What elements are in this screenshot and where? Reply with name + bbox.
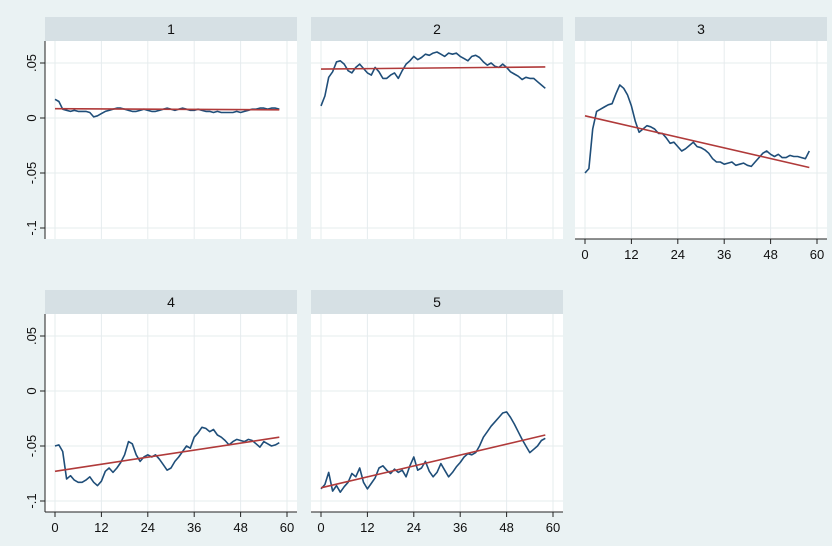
x-tick-label: 0 xyxy=(317,520,324,535)
x-tick-label: 12 xyxy=(360,520,374,535)
panel-title: 3 xyxy=(697,21,705,37)
plot-area xyxy=(311,314,563,512)
fitted-line xyxy=(320,434,546,489)
fitted-line xyxy=(54,107,280,111)
y-tick-label: .05 xyxy=(24,327,39,345)
panel-title-strip xyxy=(45,290,297,314)
x-tick-label: 60 xyxy=(280,520,294,535)
x-tick-label: 24 xyxy=(407,520,421,535)
panel-title: 5 xyxy=(433,294,441,310)
x-tick-label: 12 xyxy=(94,520,108,535)
x-tick-label: 36 xyxy=(717,247,731,262)
series-line xyxy=(54,98,280,118)
panel-2: 2 xyxy=(311,17,563,239)
panel-title: 1 xyxy=(167,21,175,37)
x-tick-label: 24 xyxy=(671,247,685,262)
x-tick-label: 60 xyxy=(810,247,824,262)
x-tick-label: 48 xyxy=(763,247,777,262)
fitted-line xyxy=(584,115,810,169)
panel-title: 2 xyxy=(433,21,441,37)
fitted-line xyxy=(54,436,280,473)
panel-title-strip xyxy=(45,17,297,41)
y-tick-label: 0 xyxy=(24,387,39,394)
y-tick-label: -.1 xyxy=(24,220,39,235)
x-tick-label: 0 xyxy=(581,247,588,262)
panel-title-strip xyxy=(311,17,563,41)
panel-3: 3 0 12 24 36 48 60 xyxy=(575,17,827,262)
series-line xyxy=(320,411,546,493)
panel-5: 5 0 12 24 36 48 60 xyxy=(311,290,563,535)
x-tick-label: 48 xyxy=(499,520,513,535)
y-tick-label: -.05 xyxy=(24,435,39,457)
x-tick-label: 48 xyxy=(233,520,247,535)
series-line xyxy=(584,84,811,174)
plot-area xyxy=(575,41,827,239)
panel-title: 4 xyxy=(167,294,175,310)
plot-area xyxy=(45,41,297,239)
x-tick-label: 12 xyxy=(624,247,638,262)
x-tick-label: 0 xyxy=(51,520,58,535)
panel-title-strip xyxy=(311,290,563,314)
x-tick-label: 60 xyxy=(546,520,560,535)
y-tick-label: .05 xyxy=(24,54,39,72)
x-tick-label: 36 xyxy=(453,520,467,535)
y-tick-label: -.05 xyxy=(24,162,39,184)
y-tick-label: -.1 xyxy=(24,493,39,508)
panel-title-strip xyxy=(575,17,827,41)
series-line xyxy=(320,51,546,107)
panel-4: 4 .05 0 -.05 -.1 0 12 24 36 48 60 xyxy=(24,290,297,535)
plot-area xyxy=(311,41,563,239)
fitted-line xyxy=(320,66,546,70)
y-tick-label: 0 xyxy=(24,114,39,121)
x-tick-label: 24 xyxy=(141,520,155,535)
panel-1: 1 .05 0 -.05 -.1 xyxy=(24,17,297,239)
x-tick-label: 36 xyxy=(187,520,201,535)
series-line xyxy=(54,426,280,487)
